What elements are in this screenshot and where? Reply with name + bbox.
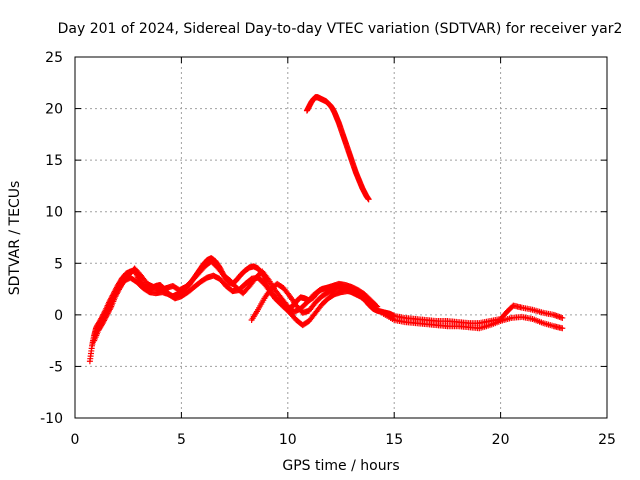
axis-ticks: 0 5 10 15 20 25 -10 -5 0 5 10 15 20 25: [40, 50, 616, 448]
y-tick-label: 5: [54, 256, 63, 272]
y-axis-label: SDTVAR / TECUs: [7, 181, 23, 296]
data-point: [357, 293, 364, 300]
data-point: [264, 275, 271, 282]
y-tick-label: -5: [49, 359, 63, 375]
x-tick-label: 5: [177, 432, 186, 448]
x-tick-label: 10: [279, 432, 297, 448]
x-axis-label: GPS time / hours: [282, 458, 399, 474]
series-track-e: [303, 94, 372, 203]
chart-title: Day 201 of 2024, Sidereal Day-to-day VTE…: [58, 21, 623, 37]
data-point: [373, 302, 380, 309]
grid: [75, 57, 607, 418]
series-track-c: [106, 258, 381, 315]
data-point: [107, 304, 114, 311]
y-tick-label: 25: [45, 50, 63, 66]
data-points: [86, 94, 566, 365]
y-tick-label: 10: [45, 205, 63, 221]
y-tick-label: 15: [45, 153, 63, 169]
data-point: [374, 303, 381, 310]
x-tick-label: 20: [492, 432, 510, 448]
x-tick-label: 0: [71, 432, 80, 448]
data-point: [356, 292, 363, 299]
data-point: [559, 314, 566, 321]
y-tick-label: 20: [45, 102, 63, 118]
y-tick-label: -10: [40, 411, 63, 427]
data-point: [365, 196, 372, 203]
x-tick-label: 15: [385, 432, 403, 448]
y-tick-label: 0: [54, 308, 63, 324]
series-track-d: [248, 280, 364, 324]
x-tick-label: 25: [598, 432, 616, 448]
data-point: [559, 325, 566, 332]
plot-frame: [74, 56, 608, 419]
